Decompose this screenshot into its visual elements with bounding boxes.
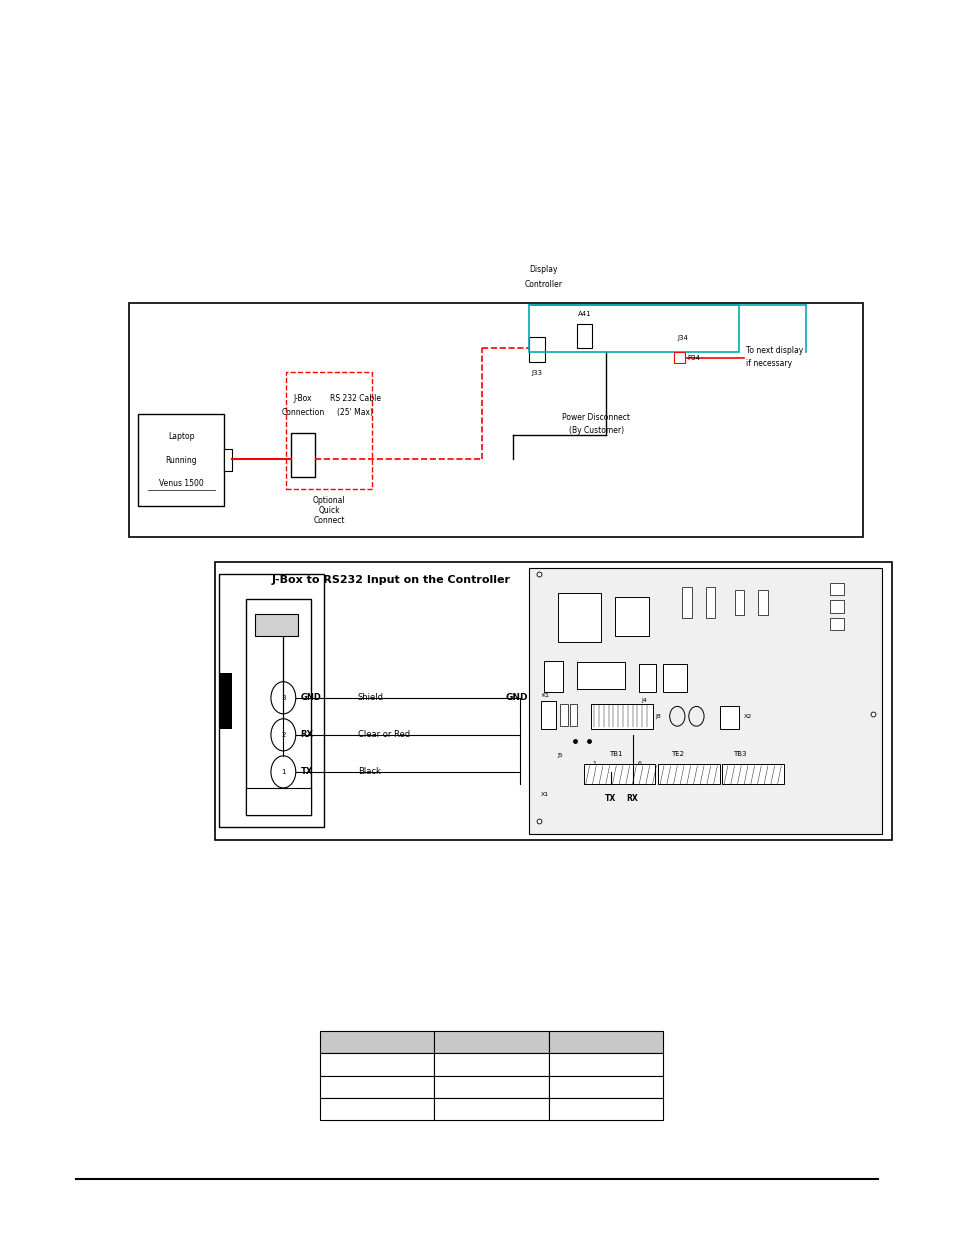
Text: 6: 6 — [637, 761, 640, 766]
Bar — [829, 583, 843, 595]
Text: if necessary: if necessary — [745, 358, 791, 368]
Text: J8: J8 — [655, 714, 660, 719]
Text: Quick: Quick — [318, 506, 339, 515]
Bar — [569, 704, 577, 726]
Bar — [681, 587, 691, 618]
Text: Clear or Red: Clear or Red — [357, 730, 410, 740]
Bar — [246, 788, 311, 815]
Text: Laptop: Laptop — [168, 432, 194, 441]
Bar — [246, 599, 311, 815]
Text: J34: J34 — [677, 336, 687, 341]
Text: To next display: To next display — [745, 346, 802, 356]
Text: J-Box: J-Box — [294, 394, 312, 403]
Text: TB1: TB1 — [608, 751, 621, 757]
Text: TB3: TB3 — [732, 751, 745, 757]
Bar — [129, 303, 862, 537]
Bar — [319, 1098, 434, 1120]
Text: RX: RX — [626, 794, 638, 803]
Text: Shield: Shield — [357, 693, 383, 703]
Text: K1: K1 — [540, 693, 548, 698]
Text: 1: 1 — [281, 769, 285, 774]
Bar — [721, 764, 783, 784]
Text: A41: A41 — [578, 311, 591, 317]
Bar — [434, 1098, 548, 1120]
Bar — [319, 1031, 434, 1053]
Bar — [829, 618, 843, 630]
Bar — [219, 673, 232, 729]
Text: P34: P34 — [686, 356, 700, 361]
Bar — [319, 1076, 434, 1098]
Text: Display: Display — [529, 266, 558, 274]
Bar — [548, 1053, 662, 1076]
Bar — [734, 590, 743, 615]
Text: Venus 1500: Venus 1500 — [159, 479, 203, 488]
Text: 3: 3 — [281, 695, 285, 700]
Bar — [543, 661, 562, 692]
Bar — [720, 706, 739, 729]
Bar — [548, 1031, 662, 1053]
Bar — [615, 597, 648, 636]
Bar — [705, 587, 715, 618]
Bar — [254, 614, 297, 636]
Bar — [583, 764, 655, 784]
Text: Running: Running — [165, 456, 197, 464]
Bar — [291, 433, 314, 477]
Bar — [286, 372, 372, 489]
Text: RX: RX — [300, 730, 314, 740]
Text: Controller: Controller — [524, 280, 562, 289]
Bar — [662, 664, 686, 692]
Text: TX: TX — [604, 794, 616, 803]
Bar — [529, 568, 882, 834]
Text: J33: J33 — [531, 370, 542, 377]
Bar — [219, 574, 324, 827]
Text: TX: TX — [300, 767, 313, 777]
Bar — [658, 764, 720, 784]
Bar — [434, 1031, 548, 1053]
Bar — [577, 662, 624, 689]
Text: (25' Max): (25' Max) — [337, 409, 373, 417]
Bar — [758, 590, 767, 615]
Text: Optional: Optional — [313, 496, 345, 505]
Text: 2: 2 — [281, 732, 285, 737]
Text: Power Disconnect: Power Disconnect — [561, 414, 630, 422]
Bar — [558, 593, 600, 642]
Bar — [434, 1076, 548, 1098]
Bar — [224, 450, 232, 472]
Bar — [639, 664, 656, 692]
Text: J-Box to RS232 Input on the Controller: J-Box to RS232 Input on the Controller — [272, 576, 511, 585]
Bar — [591, 704, 653, 729]
Text: 1: 1 — [592, 761, 596, 766]
Bar — [319, 1053, 434, 1076]
Bar — [548, 1076, 662, 1098]
Text: (By Customer): (By Customer) — [568, 426, 623, 435]
Bar — [529, 337, 544, 362]
Bar — [548, 1098, 662, 1120]
Text: J4: J4 — [640, 698, 646, 703]
Bar — [577, 324, 592, 348]
Bar — [138, 414, 224, 506]
Bar — [434, 1053, 548, 1076]
Bar — [829, 600, 843, 613]
Bar — [540, 701, 556, 729]
Text: J5: J5 — [557, 753, 562, 758]
Text: GND: GND — [505, 693, 528, 703]
Bar — [559, 704, 567, 726]
Text: X2: X2 — [743, 714, 752, 719]
Bar — [673, 352, 684, 363]
Text: Connection: Connection — [281, 409, 324, 417]
Text: TE2: TE2 — [670, 751, 683, 757]
Text: X1: X1 — [540, 792, 549, 797]
Text: RS 232 Cable: RS 232 Cable — [330, 394, 380, 403]
Bar — [529, 305, 739, 352]
Bar — [214, 562, 891, 840]
Text: GND: GND — [300, 693, 321, 703]
Text: Connect: Connect — [313, 516, 345, 525]
Text: Black: Black — [357, 767, 380, 777]
